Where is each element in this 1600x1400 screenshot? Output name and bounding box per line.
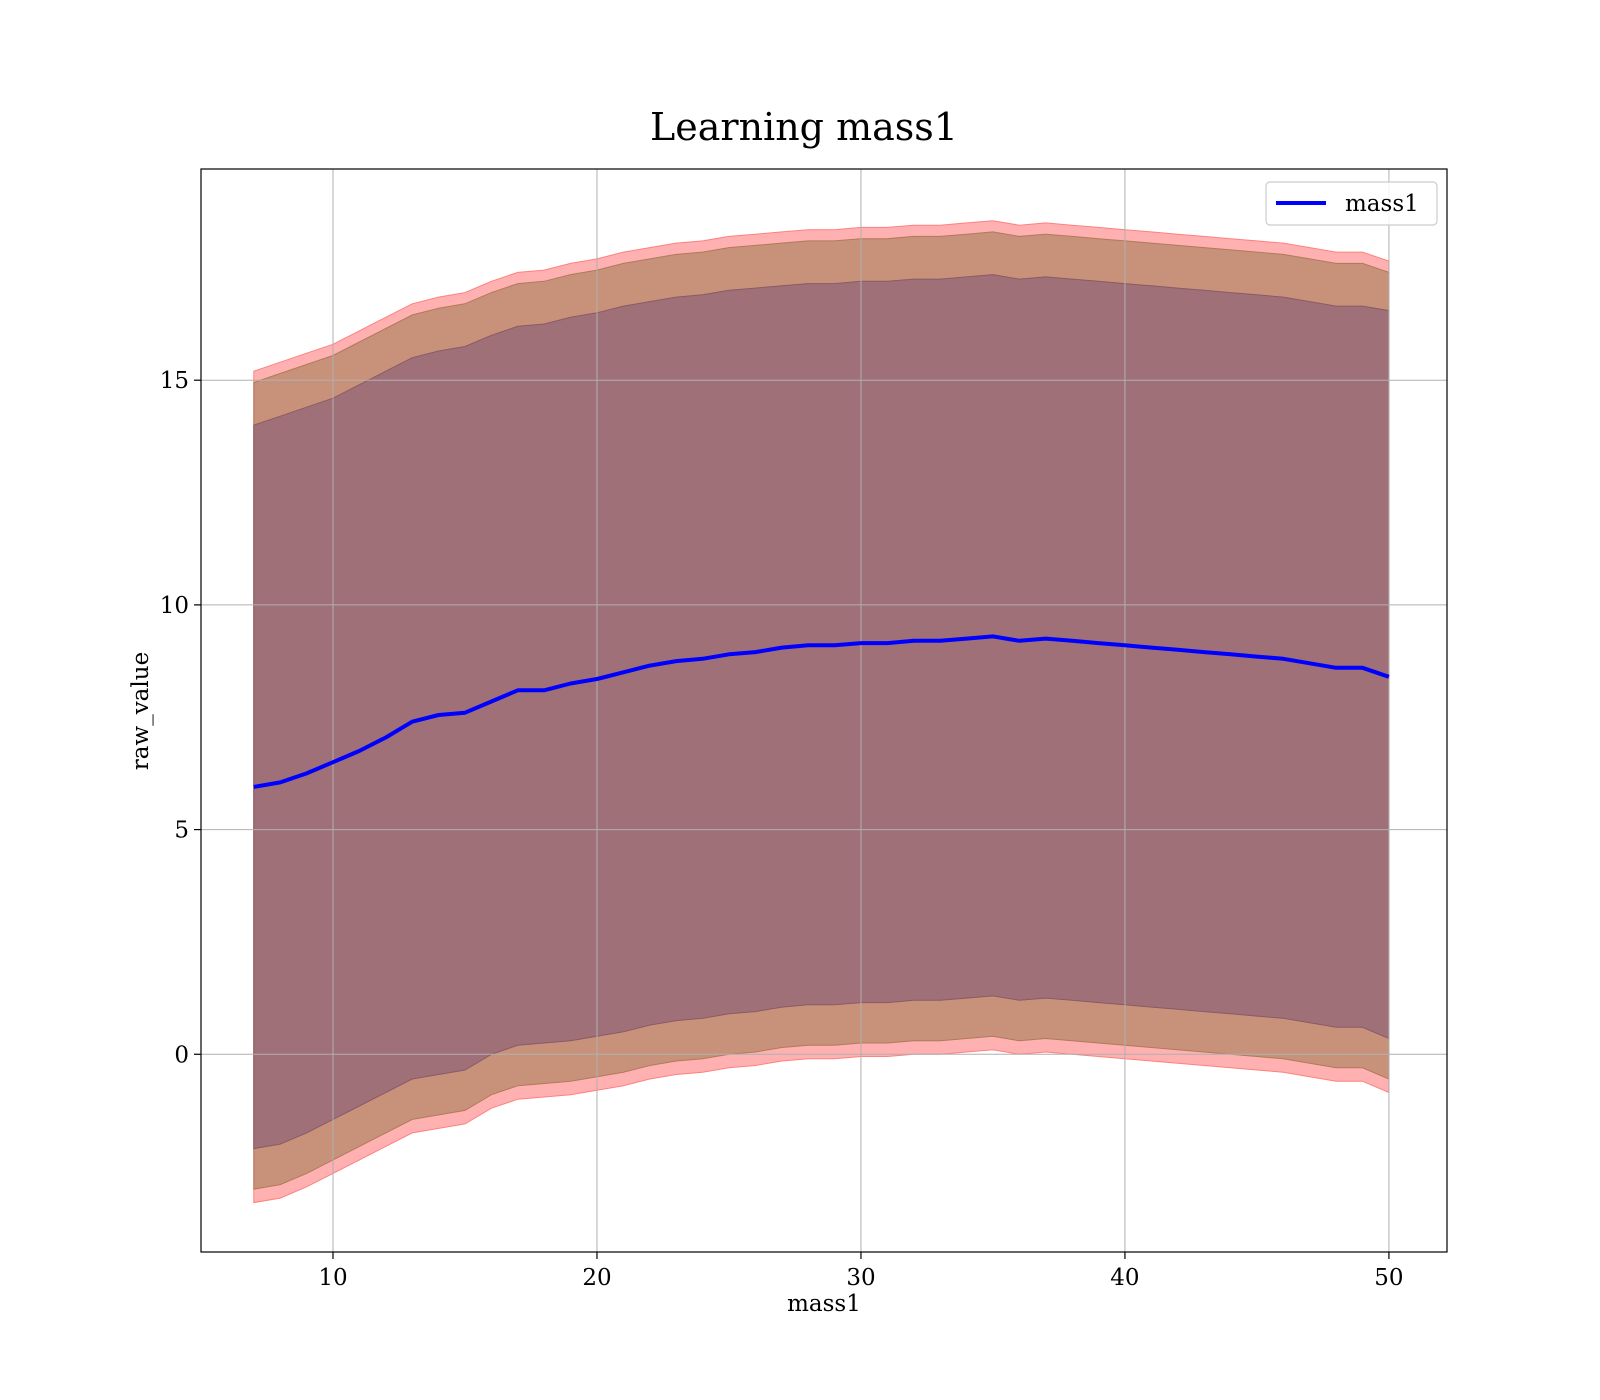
y-tick-label: 0 (174, 1042, 189, 1068)
plot-area (200, 168, 1448, 1253)
legend-frame (1265, 181, 1438, 226)
y-tick-label: 15 (160, 368, 189, 394)
y-tick-label: 5 (174, 818, 189, 844)
legend-label: mass1 (1345, 191, 1419, 217)
x-tick-label: 50 (1374, 1265, 1403, 1291)
x-tick-label: 10 (318, 1265, 347, 1291)
y-tick-label: 10 (160, 593, 189, 619)
chart-title: Learning mass1 (650, 105, 958, 149)
x-axis-ticks: 10 20 30 40 50 (318, 1252, 1404, 1291)
x-tick-label: 40 (1110, 1265, 1139, 1291)
x-tick-label: 20 (582, 1265, 611, 1291)
x-tick-label: 30 (846, 1265, 875, 1291)
y-axis-label: raw_value (128, 652, 154, 770)
plot-frame (200, 168, 1448, 1253)
x-axis-label: mass1 (787, 1291, 861, 1317)
y-axis-ticks: 0 5 10 15 (160, 368, 201, 1068)
legend: mass1 (1265, 181, 1438, 226)
series-line-mass1 (253, 634, 1390, 789)
